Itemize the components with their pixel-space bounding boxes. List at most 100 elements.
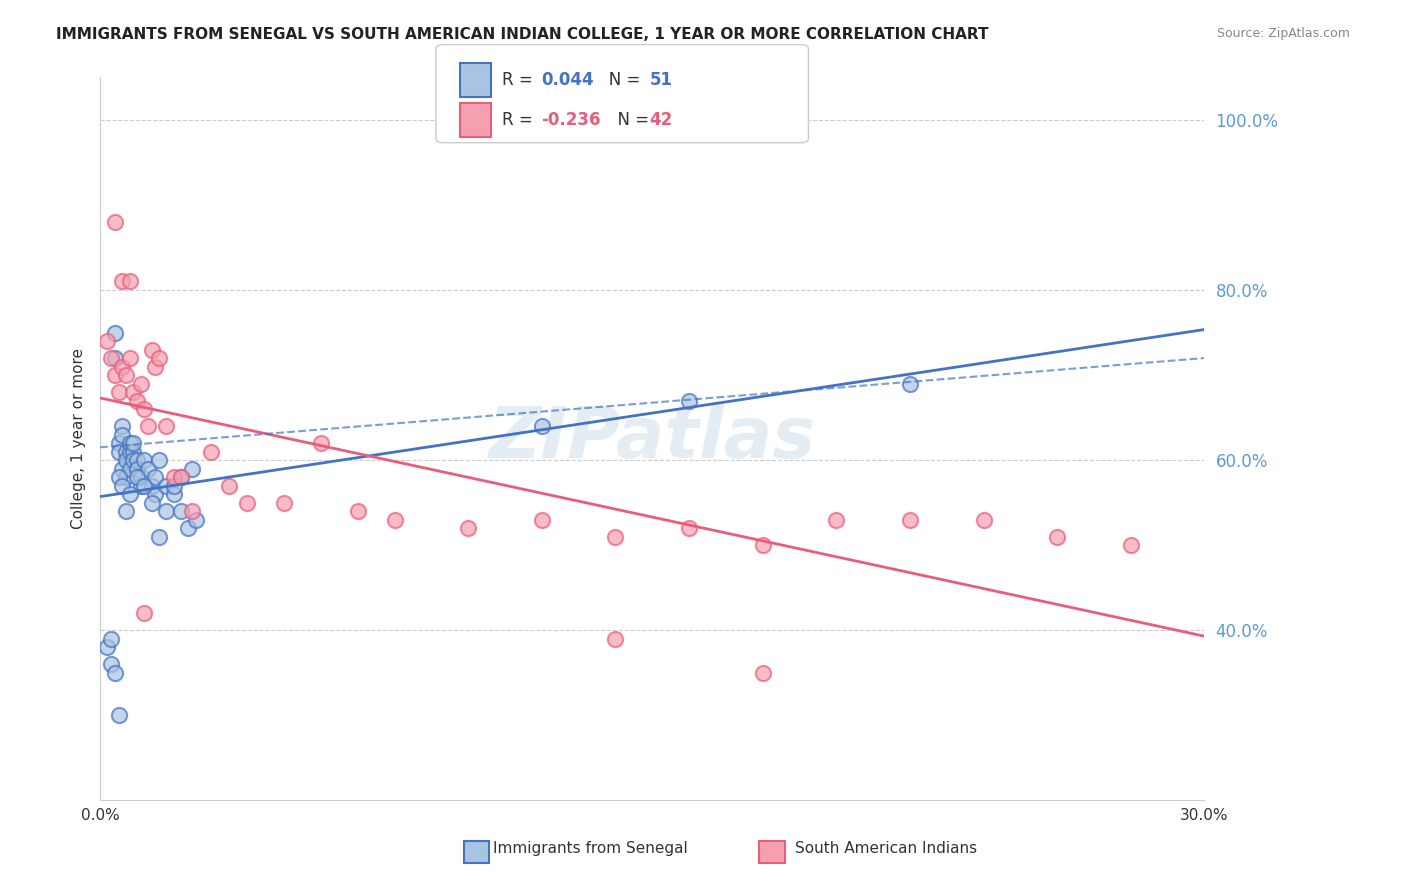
Point [530, 419, 553, 434]
Point [678, 521, 700, 535]
Point [118, 487, 141, 501]
Point [104, 368, 127, 382]
Point [825, 512, 848, 526]
Text: South American Indians: South American Indians [794, 841, 977, 856]
Point [115, 444, 138, 458]
Point [96, 640, 118, 654]
Point [107, 384, 129, 399]
Point [678, 393, 700, 408]
Point [170, 504, 193, 518]
Point [100, 351, 122, 365]
Point [346, 504, 368, 518]
Point [118, 436, 141, 450]
Point [115, 368, 138, 382]
Point [898, 512, 921, 526]
Text: Source: ZipAtlas.com: Source: ZipAtlas.com [1216, 27, 1350, 40]
Point [170, 470, 193, 484]
Point [104, 215, 127, 229]
Text: ZIPatlas: ZIPatlas [488, 404, 815, 474]
Point [134, 402, 156, 417]
Point [115, 453, 138, 467]
Point [107, 436, 129, 450]
Point [134, 606, 156, 620]
Point [107, 444, 129, 458]
Point [104, 665, 127, 680]
Point [181, 504, 204, 518]
Point [143, 487, 166, 501]
Point [125, 453, 148, 467]
Point [111, 275, 134, 289]
Point [184, 512, 207, 526]
Point [118, 351, 141, 365]
Point [122, 453, 145, 467]
Text: Immigrants from Senegal: Immigrants from Senegal [494, 841, 688, 856]
Point [115, 504, 138, 518]
Text: R =: R = [502, 112, 538, 129]
Point [181, 461, 204, 475]
Point [148, 530, 170, 544]
Point [129, 376, 152, 391]
Point [111, 359, 134, 374]
Point [141, 495, 163, 509]
Point [129, 470, 152, 484]
Point [141, 343, 163, 357]
Point [122, 436, 145, 450]
Point [973, 512, 995, 526]
Point [163, 470, 186, 484]
Point [104, 326, 127, 340]
Text: N =: N = [593, 71, 645, 89]
Point [111, 427, 134, 442]
Point [163, 478, 186, 492]
Point [163, 487, 186, 501]
Point [751, 665, 773, 680]
Point [218, 478, 240, 492]
Point [136, 419, 159, 434]
Point [111, 478, 134, 492]
Point [96, 334, 118, 348]
Point [309, 436, 332, 450]
Point [100, 632, 122, 646]
Text: R =: R = [502, 71, 538, 89]
Y-axis label: College, 1 year or more: College, 1 year or more [72, 348, 86, 529]
Point [115, 470, 138, 484]
Point [530, 512, 553, 526]
Text: 42: 42 [650, 112, 673, 129]
Point [384, 512, 406, 526]
Point [236, 495, 259, 509]
Point [273, 495, 295, 509]
Point [143, 359, 166, 374]
Point [122, 444, 145, 458]
Point [111, 419, 134, 434]
Point [170, 470, 193, 484]
Point [148, 453, 170, 467]
Point [1046, 530, 1069, 544]
Text: -0.236: -0.236 [541, 112, 600, 129]
Point [125, 393, 148, 408]
Point [125, 470, 148, 484]
Point [118, 461, 141, 475]
Point [148, 351, 170, 365]
Point [122, 384, 145, 399]
Text: 0.044: 0.044 [541, 71, 593, 89]
Point [118, 275, 141, 289]
Point [134, 453, 156, 467]
Point [141, 478, 163, 492]
Point [155, 478, 177, 492]
Point [155, 419, 177, 434]
Point [605, 632, 627, 646]
Point [134, 478, 156, 492]
Point [155, 504, 177, 518]
Point [129, 478, 152, 492]
Point [107, 470, 129, 484]
Point [200, 444, 222, 458]
Point [143, 470, 166, 484]
Point [104, 351, 127, 365]
Text: N =: N = [607, 112, 655, 129]
Point [177, 521, 200, 535]
Point [898, 376, 921, 391]
Text: IMMIGRANTS FROM SENEGAL VS SOUTH AMERICAN INDIAN COLLEGE, 1 YEAR OR MORE CORRELA: IMMIGRANTS FROM SENEGAL VS SOUTH AMERICA… [56, 27, 988, 42]
Point [136, 461, 159, 475]
Text: 51: 51 [650, 71, 672, 89]
Point [111, 461, 134, 475]
Point [751, 538, 773, 552]
